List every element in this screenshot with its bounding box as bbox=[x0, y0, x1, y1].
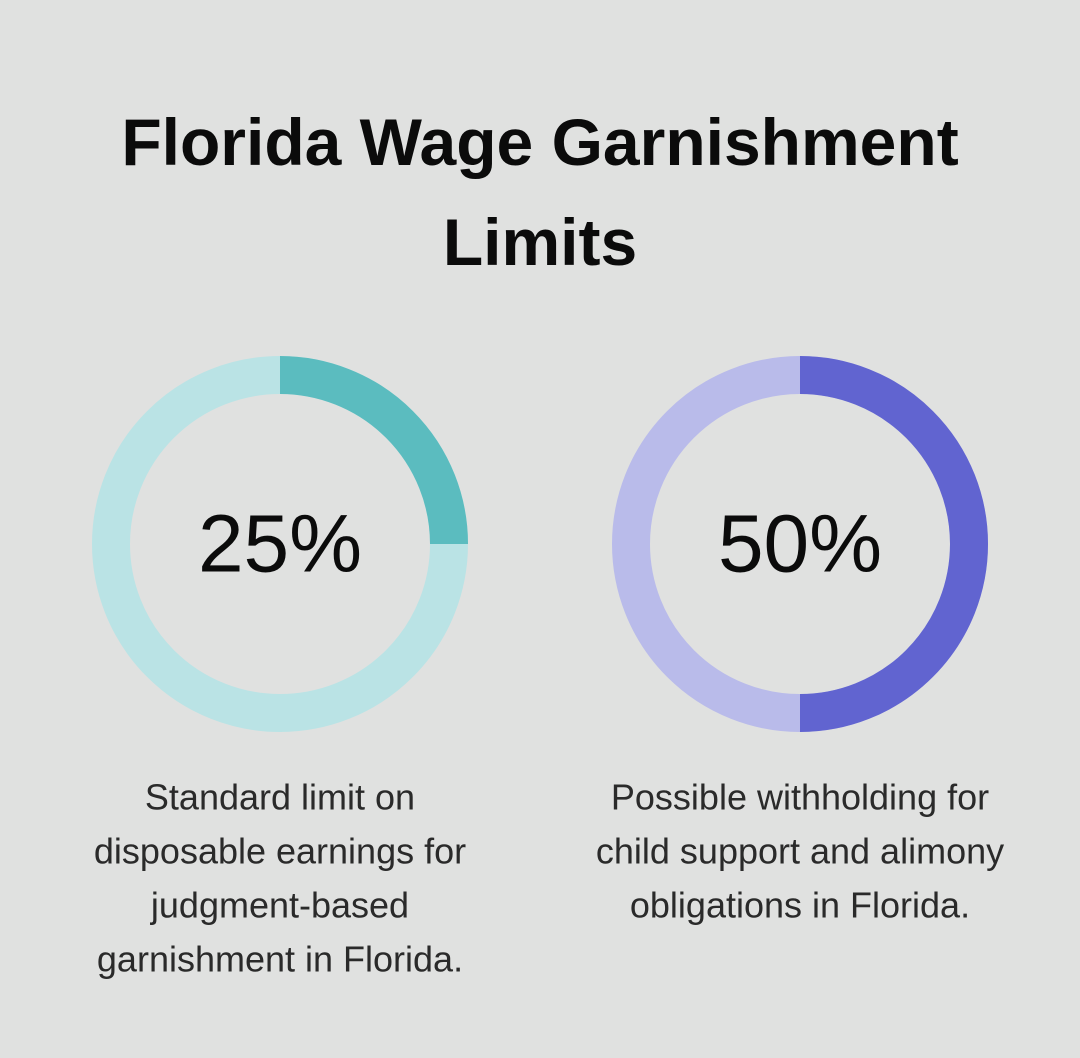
title: Florida Wage Garnishment Limits bbox=[121, 105, 959, 279]
caption: judgment-based bbox=[150, 885, 409, 926]
donut-arc bbox=[279, 356, 468, 545]
caption: Possible withholding for bbox=[611, 777, 989, 818]
caption: obligations in Florida. bbox=[630, 885, 970, 926]
value-label: 25% bbox=[198, 499, 362, 590]
caption: Standard limit on bbox=[145, 777, 415, 818]
caption: disposable earnings for bbox=[94, 831, 466, 872]
value-label: 50% bbox=[718, 499, 882, 590]
caption: garnishment in Florida. bbox=[97, 939, 463, 980]
donut-arc bbox=[799, 356, 988, 732]
caption: child support and alimony bbox=[596, 831, 1004, 872]
